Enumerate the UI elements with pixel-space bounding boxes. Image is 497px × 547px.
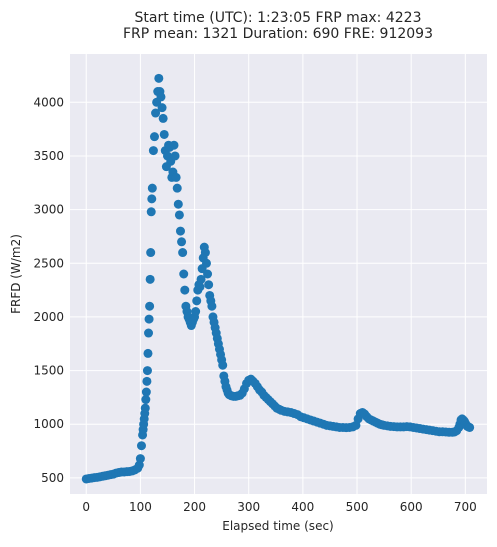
data-point [141,387,151,397]
data-point [201,258,211,268]
y-tick-label: 1500 [33,364,64,378]
y-tick-label: 3000 [33,203,64,217]
x-tick-label: 700 [454,500,477,514]
data-point [218,360,228,370]
data-point [151,108,161,118]
x-tick-label: 300 [237,500,260,514]
y-tick-label: 4000 [33,95,64,109]
chart-title-line2: FRP mean: 1321 Duration: 690 FRE: 912093 [123,26,433,42]
data-point [147,183,157,193]
x-axis-label: Elapsed time (sec) [222,519,333,533]
data-point [191,307,201,317]
y-tick-label: 500 [41,471,64,485]
data-point [141,395,151,405]
data-point [158,113,168,123]
data-point [171,172,181,182]
y-tick-label: 2500 [33,256,64,270]
data-point [195,282,205,292]
data-point [145,301,155,311]
data-point [149,132,159,142]
data-point [174,210,184,220]
data-points [81,73,475,484]
data-point [142,376,152,386]
data-point [207,301,217,311]
data-point [465,422,475,432]
y-tick-label: 3500 [33,149,64,163]
chart-title-line1: Start time (UTC): 1:23:05 FRP max: 4223 [135,10,422,26]
x-tick-label: 400 [291,500,314,514]
data-point [178,248,188,258]
data-point [175,226,185,236]
data-point [147,194,157,204]
data-point [177,237,187,247]
data-point [173,199,183,209]
x-tick-label: 0 [82,500,90,514]
data-point [192,296,202,306]
data-point [142,366,152,376]
x-tick-label: 100 [129,500,152,514]
data-point [203,269,213,279]
data-point [146,248,156,258]
data-point [204,280,214,290]
data-point [135,454,145,464]
x-tick-label: 200 [183,500,206,514]
y-tick-label: 2000 [33,310,64,324]
data-point [140,403,150,413]
data-point [180,285,190,295]
data-point [157,103,167,113]
y-tick-labels: 500 1000 1500 2000 2500 3000 3500 4000 [33,95,64,485]
data-point [144,314,154,324]
data-point [154,73,164,83]
x-tick-label: 500 [346,500,369,514]
data-point [156,92,166,102]
data-point [143,348,153,358]
x-tick-labels: 0 100 200 300 400 500 600 700 [82,500,476,514]
data-point [196,274,206,284]
data-point [169,140,179,150]
x-tick-label: 600 [400,500,423,514]
data-point [159,129,169,139]
data-point [179,269,189,279]
plot-background [70,54,487,494]
data-point [146,207,156,217]
data-point [145,274,155,284]
data-point [148,146,158,156]
data-point [144,328,154,338]
data-point [170,151,180,161]
data-point [200,248,210,258]
y-tick-label: 1000 [33,417,64,431]
data-point [172,183,182,193]
data-point [136,441,146,451]
y-axis-label: FRFD (W/m2) [9,234,23,314]
